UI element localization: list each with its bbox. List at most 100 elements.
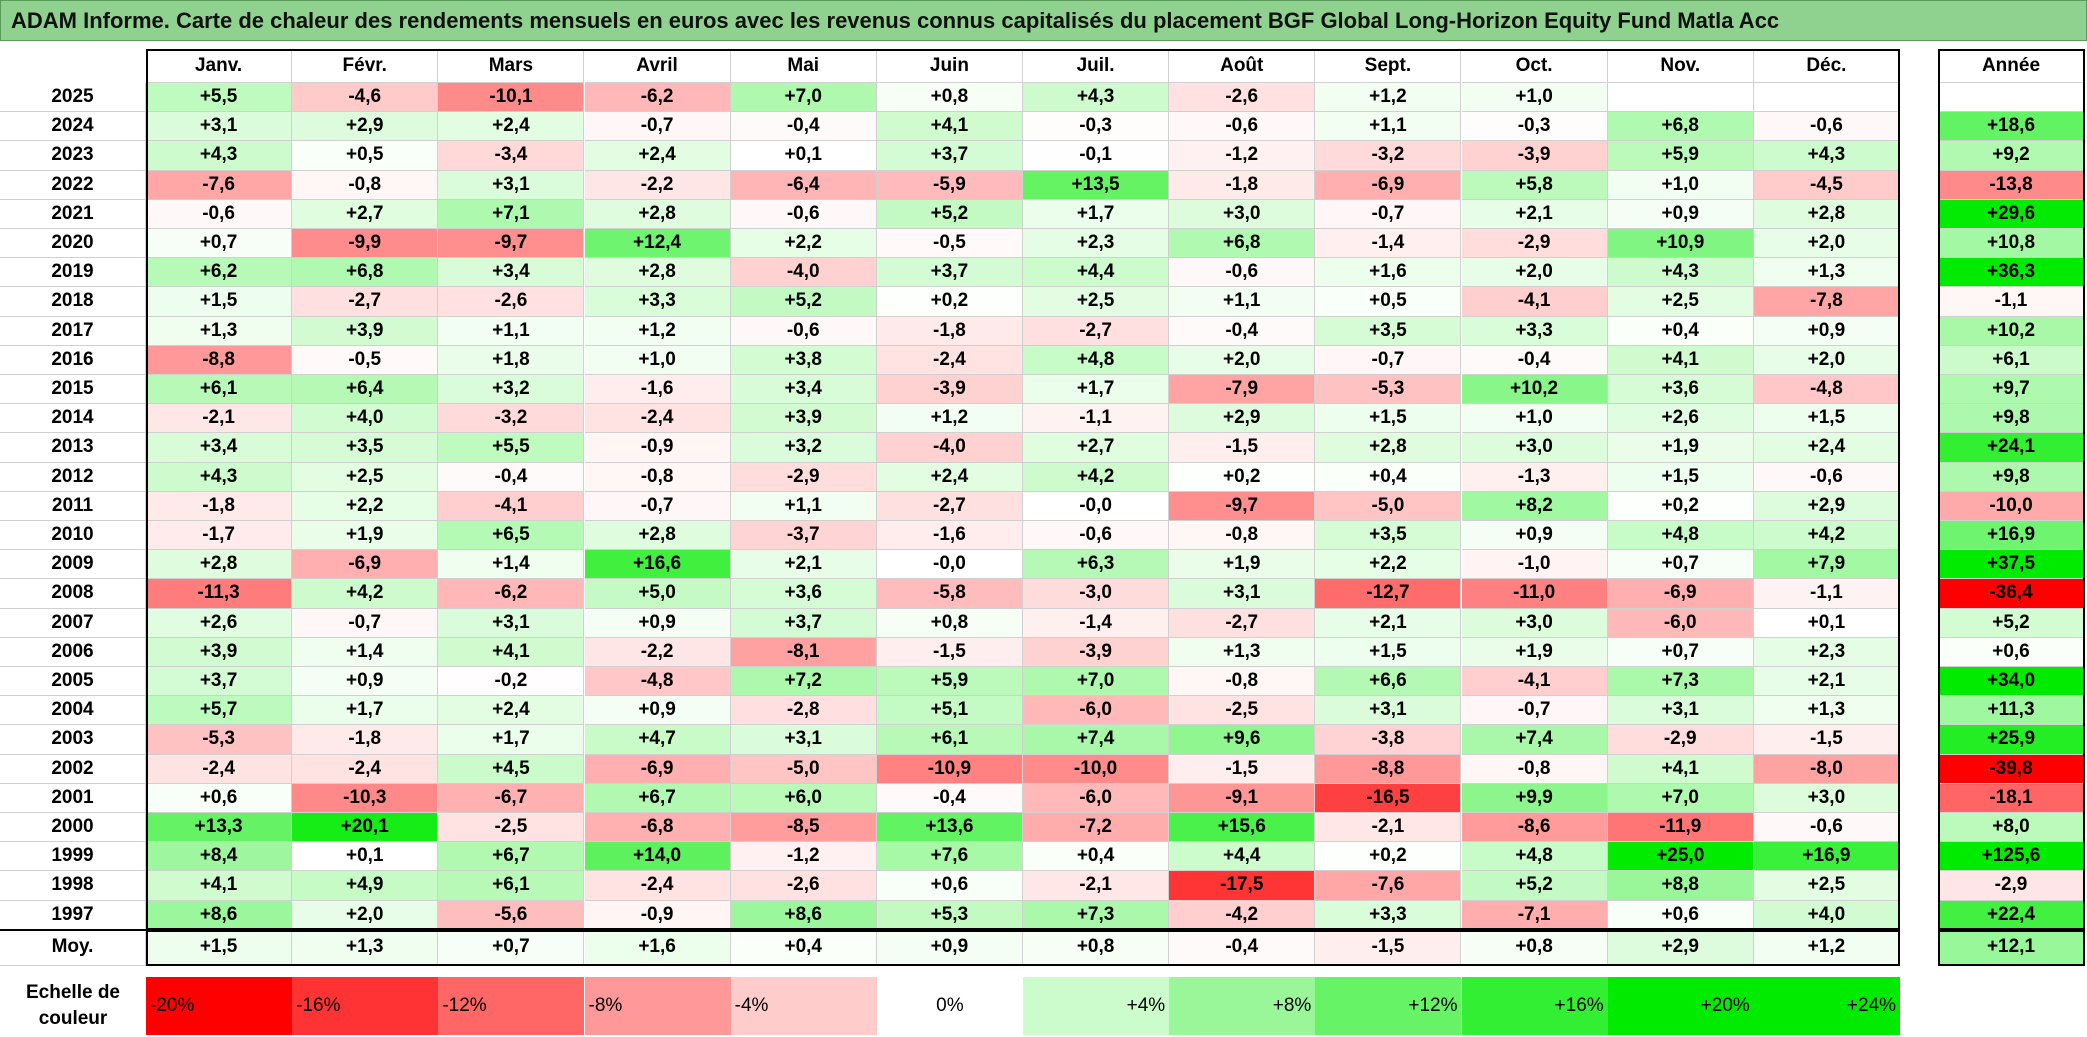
month-cell: +3,9 [146, 637, 293, 667]
month-cell: +3,7 [146, 667, 293, 697]
month-cell: +8,8 [1607, 871, 1754, 901]
month-cell: +0,5 [292, 141, 439, 171]
month-cell: +5,5 [146, 83, 293, 113]
month-cell: +4,7 [584, 725, 731, 755]
month-cell: +3,4 [438, 258, 585, 288]
month-cell: +2,1 [1461, 199, 1608, 229]
month-cell: +0,8 [876, 83, 1023, 113]
annual-cell: -18,1 [1938, 783, 2085, 813]
month-cell: +4,4 [1023, 258, 1170, 288]
month-cell: +1,6 [1315, 258, 1462, 288]
month-cell: -4,1 [438, 491, 585, 521]
year-label: 1998 [0, 871, 146, 901]
month-cell: +4,8 [1461, 842, 1608, 872]
month-cell: -11,9 [1607, 813, 1754, 843]
month-cell: -0,7 [584, 112, 731, 142]
month-cell: +2,0 [292, 900, 439, 930]
month-cell: -0,8 [1461, 754, 1608, 784]
month-cell: +0,7 [146, 229, 293, 259]
month-cell: +5,1 [876, 696, 1023, 726]
annual-cell: +9,2 [1938, 141, 2085, 171]
month-cell: +0,7 [438, 929, 585, 966]
legend-swatch: +24% [1753, 977, 1900, 1035]
year-label: 2022 [0, 170, 146, 200]
month-cell: +3,1 [1169, 579, 1316, 609]
year-label: 2007 [0, 608, 146, 638]
year-label: 2004 [0, 696, 146, 726]
month-cell: -10,3 [292, 783, 439, 813]
month-cell: -1,7 [146, 521, 293, 551]
month-cell: +1,2 [1753, 929, 1900, 966]
month-cell: -2,4 [146, 754, 293, 784]
month-cell: -0,4 [1169, 929, 1316, 966]
month-cell: -0,6 [1753, 462, 1900, 492]
month-cell: +0,9 [292, 667, 439, 697]
month-cell: -2,2 [584, 637, 731, 667]
month-cell: +4,0 [292, 404, 439, 434]
month-cell: -1,5 [1315, 929, 1462, 966]
month-cell: -4,5 [1753, 170, 1900, 200]
annual-cell: -39,8 [1938, 754, 2085, 784]
month-cell: +0,9 [876, 929, 1023, 966]
annual-cell: +9,8 [1938, 404, 2085, 434]
month-header: Mai [730, 49, 877, 83]
year-label: 2023 [0, 141, 146, 171]
month-cell: +0,5 [1315, 287, 1462, 317]
annual-cell: +22,4 [1938, 900, 2085, 930]
annual-cell: +36,3 [1938, 258, 2085, 288]
month-cell: +2,5 [1023, 287, 1170, 317]
month-cell: +10,2 [1461, 375, 1608, 405]
month-cell: -0,6 [1753, 112, 1900, 142]
month-cell: +5,2 [730, 287, 877, 317]
month-cell: -8,8 [1315, 754, 1462, 784]
month-cell: +1,0 [1607, 170, 1754, 200]
month-cell: -2,9 [730, 462, 877, 492]
month-cell: +3,7 [730, 608, 877, 638]
month-cell: -2,9 [1607, 725, 1754, 755]
month-cell: -0,4 [1461, 345, 1608, 375]
month-cell: -0,6 [1023, 521, 1170, 551]
month-cell: +1,5 [1315, 637, 1462, 667]
legend-swatch: 0% [876, 977, 1023, 1035]
month-cell: -0,4 [730, 112, 877, 142]
month-cell: +0,9 [584, 696, 731, 726]
month-cell: +6,7 [438, 842, 585, 872]
annual-header: Année [1938, 49, 2085, 83]
month-cell: +1,0 [1461, 83, 1608, 113]
annual-cell: +10,2 [1938, 316, 2085, 346]
month-cell: +3,6 [730, 579, 877, 609]
month-cell: +2,8 [1315, 433, 1462, 463]
month-cell: +2,5 [1607, 287, 1754, 317]
annual-cell [1938, 83, 2085, 113]
month-header: Janv. [146, 49, 293, 83]
month-cell: +4,1 [1607, 345, 1754, 375]
annual-cell: +29,6 [1938, 199, 2085, 229]
month-cell: -5,6 [438, 900, 585, 930]
month-cell: -9,7 [1169, 491, 1316, 521]
month-cell: +1,2 [584, 316, 731, 346]
month-cell: +1,8 [438, 345, 585, 375]
month-cell: +13,5 [1023, 170, 1170, 200]
month-cell: +7,3 [1023, 900, 1170, 930]
month-cell: +4,5 [438, 754, 585, 784]
month-cell: +2,2 [730, 229, 877, 259]
month-cell: +3,7 [876, 258, 1023, 288]
month-cell: -6,0 [1023, 783, 1170, 813]
month-cell: +16,6 [584, 550, 731, 580]
month-cell: -2,4 [876, 345, 1023, 375]
month-cell: +2,8 [1753, 199, 1900, 229]
month-cell: +0,6 [146, 783, 293, 813]
month-cell: -10,9 [876, 754, 1023, 784]
year-label: 2017 [0, 316, 146, 346]
month-cell: -0,6 [730, 199, 877, 229]
year-label: 2019 [0, 258, 146, 288]
month-cell: +0,4 [730, 929, 877, 966]
month-cell: +6,3 [1023, 550, 1170, 580]
month-cell: +2,4 [584, 141, 731, 171]
month-cell: -4,1 [1461, 667, 1608, 697]
annual-cell: +10,8 [1938, 229, 2085, 259]
year-label: 2000 [0, 813, 146, 843]
month-cell: +1,7 [1023, 375, 1170, 405]
month-cell: -7,2 [1023, 813, 1170, 843]
month-cell: +0,4 [1315, 462, 1462, 492]
